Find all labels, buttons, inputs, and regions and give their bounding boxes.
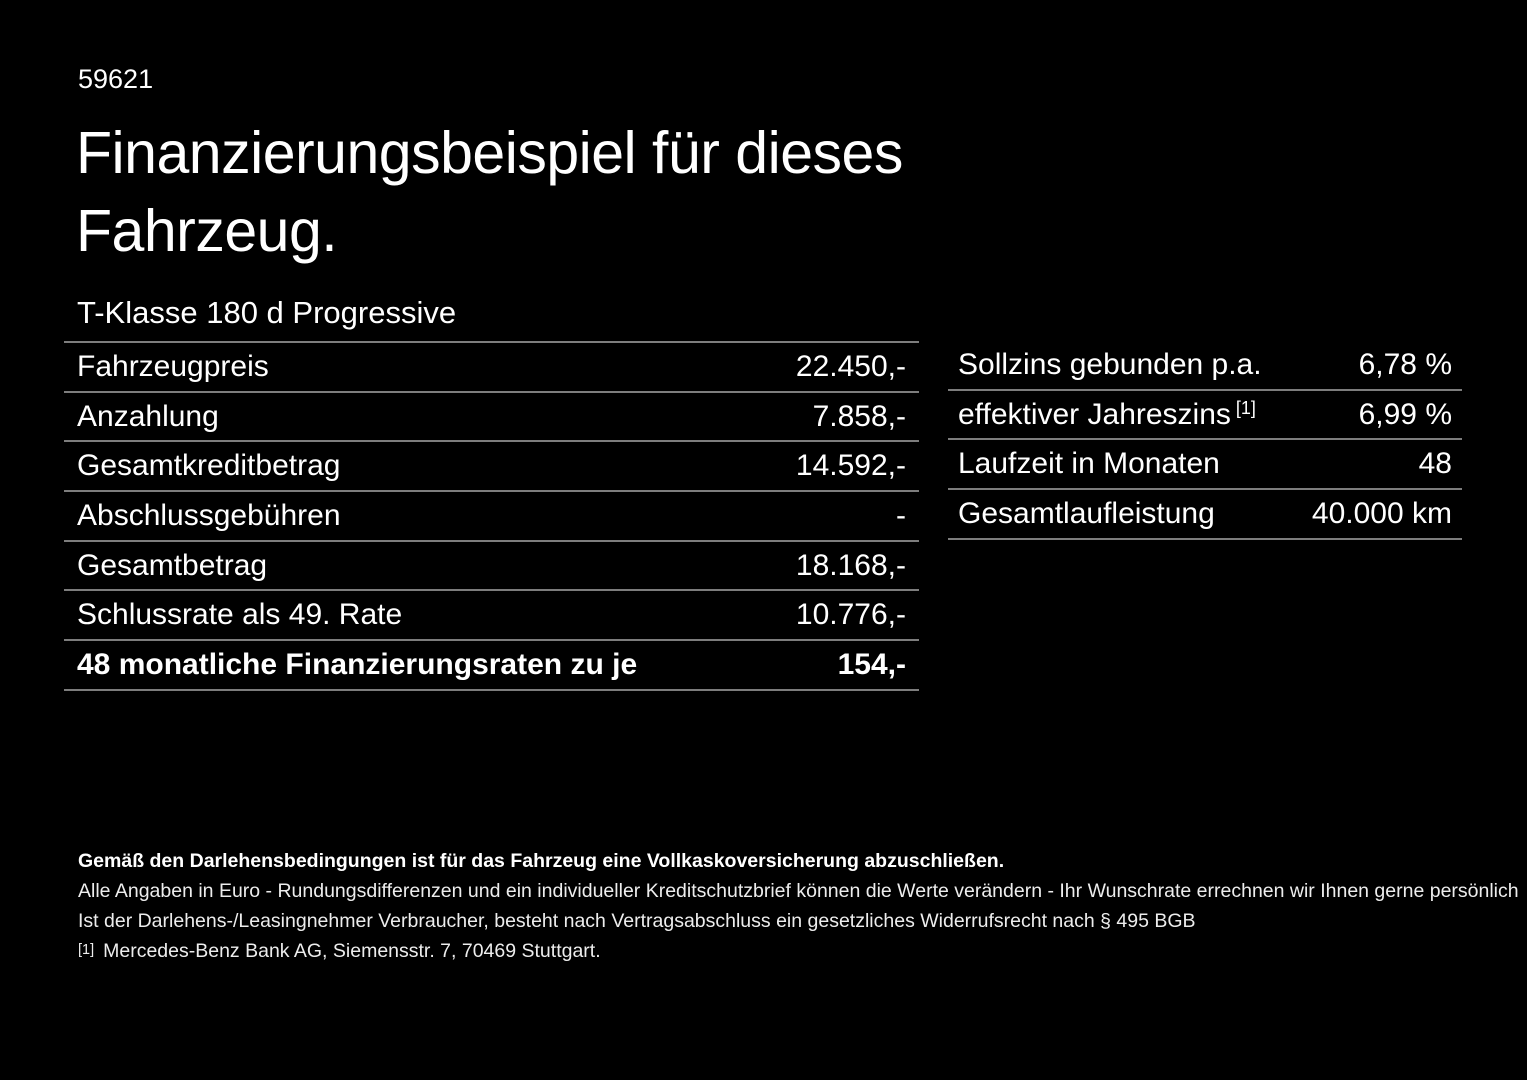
row-value: 10.776,- bbox=[795, 598, 906, 632]
row-label: 48 monatliche Finanzierungsraten zu je bbox=[77, 647, 638, 681]
row-label: effektiver Jahreszins [1] bbox=[958, 398, 1256, 432]
row-label: Anzahlung bbox=[77, 399, 219, 433]
row-label: Schlussrate als 49. Rate bbox=[77, 598, 403, 632]
row-abschlussgebuehren: Abschlussgebühren - bbox=[64, 492, 919, 542]
row-monatliche-rate: 48 monatliche Finanzierungsraten zu je 1… bbox=[64, 641, 919, 691]
financing-table-left: Fahrzeugpreis 22.450,- Anzahlung 7.858,-… bbox=[64, 341, 919, 691]
footnote-insurance: Gemäß den Darlehensbedingungen ist für d… bbox=[78, 850, 1005, 872]
footnote-ref-1: [1] bbox=[1235, 397, 1256, 418]
document-number: 59621 bbox=[78, 64, 154, 94]
footnote-euro-note: Alle Angaben in Euro - Rundungsdifferenz… bbox=[78, 880, 1519, 902]
footnote-bank-text: Mercedes-Benz Bank AG, Siemensstr. 7, 70… bbox=[103, 940, 601, 962]
footnote-bank: [1] Mercedes-Benz Bank AG, Siemensstr. 7,… bbox=[78, 941, 1467, 963]
page-title: Finanzierungsbeispiel für dieses Fahrzeu… bbox=[76, 114, 903, 270]
footnote-marker-1: [1] bbox=[78, 942, 95, 958]
page-title-line2: Fahrzeug. bbox=[76, 198, 338, 264]
row-value: 7.858,- bbox=[812, 399, 906, 433]
row-value: 154,- bbox=[837, 647, 906, 681]
row-fahrzeugpreis: Fahrzeugpreis 22.450,- bbox=[64, 343, 919, 393]
row-label: Sollzins gebunden p.a. bbox=[958, 347, 1262, 381]
legal-footnotes: Gemäß den Darlehensbedingungen ist für d… bbox=[78, 850, 1519, 973]
row-value: 48 bbox=[1418, 447, 1452, 481]
row-label: Laufzeit in Monaten bbox=[958, 447, 1220, 481]
row-label: Gesamtbetrag bbox=[77, 548, 268, 582]
row-gesamtlaufleistung: Gesamtlaufleistung 40.000 km bbox=[948, 490, 1462, 540]
row-schlussrate: Schlussrate als 49. Rate 10.776,- bbox=[64, 591, 919, 642]
row-effektiver-jahreszins: effektiver Jahreszins [1] 6,99 % bbox=[948, 391, 1462, 441]
financing-table-right: Sollzins gebunden p.a. 6,78 % effektiver… bbox=[948, 341, 1462, 540]
row-sollzins: Sollzins gebunden p.a. 6,78 % bbox=[948, 341, 1462, 391]
row-label-text: effektiver Jahreszins bbox=[958, 397, 1231, 431]
row-laufzeit: Laufzeit in Monaten 48 bbox=[948, 440, 1462, 491]
row-anzahlung: Anzahlung 7.858,- bbox=[64, 393, 919, 443]
row-value: 14.592,- bbox=[795, 449, 906, 483]
row-value: - bbox=[896, 498, 906, 532]
row-value: 40.000 km bbox=[1311, 496, 1452, 530]
row-label: Abschlussgebühren bbox=[77, 498, 341, 532]
row-value: 6,78 % bbox=[1358, 347, 1452, 381]
row-value: 6,99 % bbox=[1358, 397, 1452, 431]
row-value: 22.450,- bbox=[795, 349, 906, 383]
row-gesamtkreditbetrag: Gesamtkreditbetrag 14.592,- bbox=[64, 442, 919, 493]
footnote-widerrufsrecht: Ist der Darlehens-/Leasingnehmer Verbrau… bbox=[78, 910, 1196, 932]
vehicle-name: T-Klasse 180 d Progressive bbox=[77, 295, 457, 330]
row-label: Gesamtkreditbetrag bbox=[77, 449, 341, 483]
row-value: 18.168,- bbox=[795, 548, 906, 582]
row-gesamtbetrag: Gesamtbetrag 18.168,- bbox=[64, 542, 919, 592]
row-label: Fahrzeugpreis bbox=[77, 349, 269, 383]
row-label: Gesamtlaufleistung bbox=[958, 496, 1215, 530]
page-title-line1: Finanzierungsbeispiel für dieses bbox=[76, 120, 903, 186]
